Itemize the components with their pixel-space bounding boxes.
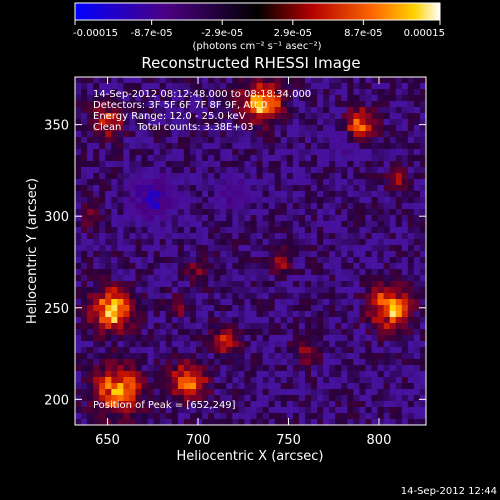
colorbar-tick-label: 2.9e-05 [274, 28, 312, 39]
peak-position-label: Position of Peak = [652,249] [93, 400, 236, 411]
colorbar-tick-label: -2.9e-05 [201, 28, 243, 39]
colorbar-ticks: -0.00015 -8.7e-05 -2.9e-05 2.9e-05 8.7e-05 0.… [73, 20, 445, 39]
x-tick-label: 750 [276, 433, 301, 448]
x-tick-label: 650 [95, 433, 120, 448]
y-axis-label: Heliocentric Y (arcsec) [25, 178, 40, 324]
chart-title: Reconstructed RHESSI Image [141, 54, 360, 72]
colorbar-tick-label: 0.00015 [404, 28, 445, 39]
colorbar-units: (photons cm⁻² s⁻¹ asec⁻²) [192, 41, 321, 52]
y-tick-label: 300 [44, 210, 69, 225]
plot-frame [74, 76, 427, 426]
colorbar-tick-label: -8.7e-05 [131, 28, 173, 39]
x-tick-label: 700 [186, 433, 211, 448]
timestamp: 14-Sep-2012 12:44 [401, 486, 497, 497]
x-axis-ticks: 650 700 750 800 [95, 77, 391, 448]
annotation-detectors: Detectors: 3F 5F 6F 7F 8F 9F, Att 0 [93, 100, 267, 111]
heatmap-image [75, 77, 426, 425]
annotation-clean-counts: Clean Total counts: 3.38E+03 [93, 122, 253, 133]
x-axis-label: Heliocentric X (arcsec) [177, 449, 324, 464]
y-tick-label: 250 [44, 302, 69, 317]
y-axis-ticks: 200 250 300 350 [44, 119, 426, 408]
colorbar-tick-label: -0.00015 [73, 28, 118, 39]
annotation-block: 14-Sep-2012 08:12:48.000 to 08:18:34.000… [93, 89, 311, 133]
annotation-energy-range: Energy Range: 12.0 - 25.0 keV [93, 111, 246, 122]
colorbar [74, 2, 441, 21]
annotation-time-range: 14-Sep-2012 08:12:48.000 to 08:18:34.000 [93, 89, 311, 100]
y-tick-label: 200 [44, 393, 69, 408]
x-tick-label: 800 [367, 433, 392, 448]
colorbar-tick-label: 8.7e-05 [344, 28, 382, 39]
y-tick-label: 350 [44, 119, 69, 134]
